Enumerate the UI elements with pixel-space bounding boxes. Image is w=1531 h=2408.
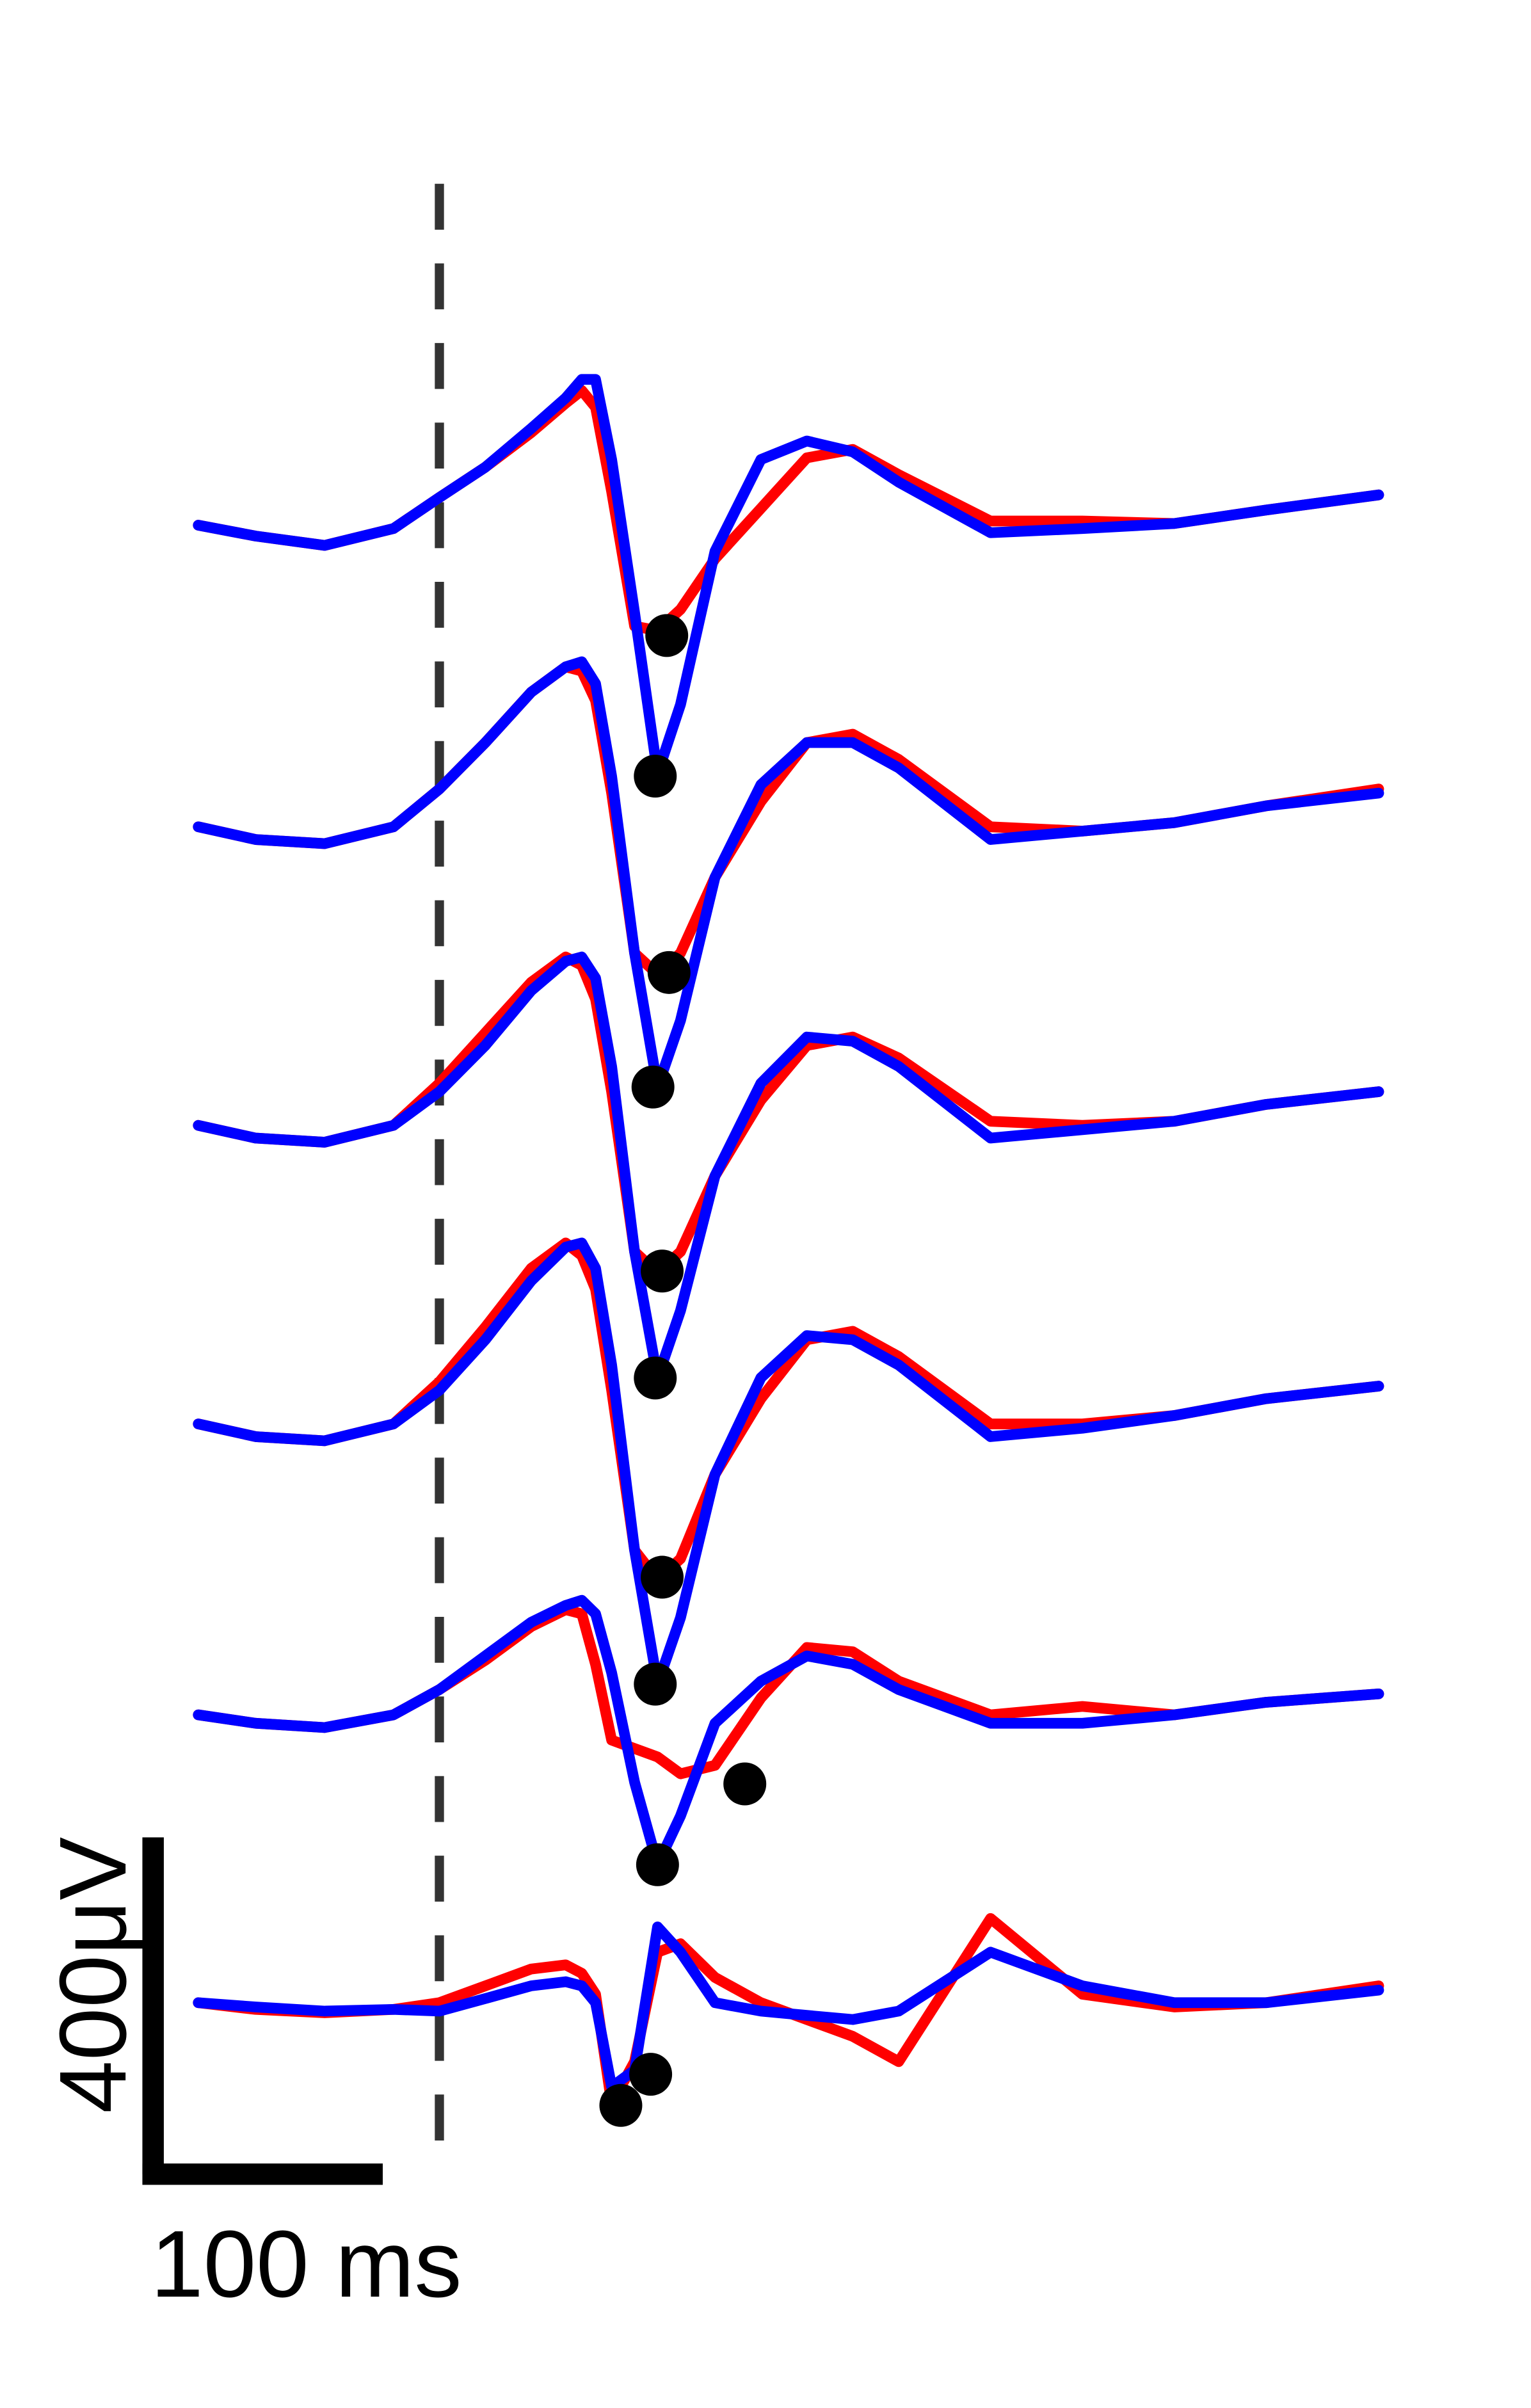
trace <box>193 951 1384 1384</box>
event-dot <box>634 1662 677 1706</box>
event-dot <box>631 1065 675 1109</box>
event-dot <box>723 1762 767 1806</box>
event-dot <box>636 1843 679 1886</box>
x-scale-label: 100 ms <box>150 2211 461 2317</box>
event-dot <box>629 2053 673 2096</box>
trace <box>193 385 1384 636</box>
event-dot <box>634 1356 677 1400</box>
event-dot <box>647 951 691 994</box>
trace <box>193 1604 1384 1779</box>
event-dot <box>641 1249 684 1293</box>
event-dot <box>634 755 677 798</box>
trace <box>193 1922 1384 2092</box>
event-dot <box>645 614 689 657</box>
trace <box>193 1594 1384 1870</box>
trace <box>193 656 1384 1093</box>
trace <box>193 1237 1384 1690</box>
y-scale-label: 400μV <box>40 1837 146 2114</box>
event-dot <box>599 2083 643 2127</box>
trace <box>193 374 1384 780</box>
event-dot <box>641 1555 684 1599</box>
